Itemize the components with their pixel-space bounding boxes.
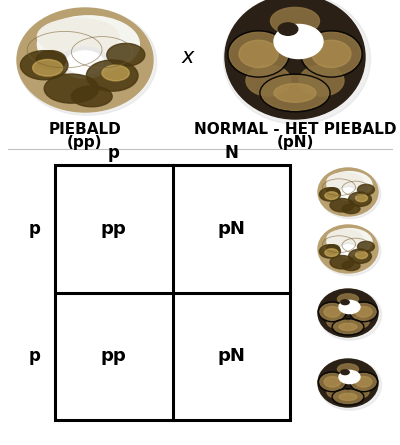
Ellipse shape (318, 225, 378, 273)
Text: pN: pN (217, 220, 245, 238)
Text: x: x (182, 47, 194, 67)
Ellipse shape (327, 316, 346, 328)
Ellipse shape (341, 300, 349, 304)
Text: PIEBALD: PIEBALD (49, 122, 121, 137)
Text: (pp): (pp) (67, 135, 103, 150)
Ellipse shape (225, 0, 365, 119)
Ellipse shape (351, 303, 376, 320)
Ellipse shape (358, 241, 374, 252)
Bar (55, 165, 290, 420)
Text: p: p (29, 347, 41, 365)
Ellipse shape (339, 370, 360, 384)
Text: pN: pN (217, 347, 245, 365)
Text: pp: pp (101, 220, 127, 238)
Ellipse shape (334, 390, 362, 404)
Ellipse shape (319, 227, 381, 275)
Ellipse shape (20, 51, 68, 80)
Text: p: p (29, 220, 41, 238)
Ellipse shape (327, 172, 372, 198)
Ellipse shape (327, 230, 363, 247)
Ellipse shape (274, 24, 323, 59)
Ellipse shape (278, 23, 298, 35)
Text: (pN): (pN) (276, 135, 314, 150)
Ellipse shape (60, 47, 110, 78)
Ellipse shape (229, 32, 288, 76)
Ellipse shape (350, 316, 369, 328)
Text: NORMAL - HET PIEBALD: NORMAL - HET PIEBALD (194, 122, 396, 137)
Ellipse shape (330, 198, 354, 212)
Ellipse shape (358, 184, 374, 195)
Ellipse shape (302, 32, 361, 76)
Ellipse shape (356, 251, 368, 259)
Ellipse shape (246, 65, 291, 96)
Ellipse shape (339, 324, 357, 331)
Ellipse shape (262, 76, 329, 110)
Ellipse shape (66, 51, 104, 74)
Ellipse shape (318, 289, 378, 337)
Ellipse shape (334, 320, 362, 334)
Ellipse shape (326, 188, 340, 196)
Ellipse shape (320, 245, 340, 258)
Text: pp: pp (101, 347, 127, 365)
Ellipse shape (72, 86, 112, 107)
Ellipse shape (324, 307, 341, 317)
Ellipse shape (270, 8, 320, 35)
Ellipse shape (340, 188, 356, 198)
Ellipse shape (355, 307, 372, 317)
Ellipse shape (36, 51, 66, 69)
Ellipse shape (330, 255, 354, 269)
Ellipse shape (339, 300, 360, 314)
Ellipse shape (318, 360, 382, 410)
Ellipse shape (350, 386, 369, 398)
Ellipse shape (320, 188, 340, 201)
Ellipse shape (326, 245, 340, 253)
Ellipse shape (325, 249, 338, 256)
Text: N: N (224, 144, 238, 162)
Ellipse shape (102, 65, 129, 81)
Ellipse shape (327, 386, 346, 398)
Ellipse shape (337, 186, 359, 200)
Ellipse shape (327, 173, 363, 190)
Ellipse shape (320, 373, 345, 390)
Ellipse shape (318, 359, 378, 407)
Text: p: p (108, 144, 120, 162)
Ellipse shape (224, 0, 370, 124)
Ellipse shape (299, 65, 344, 96)
Ellipse shape (38, 16, 140, 73)
Ellipse shape (349, 192, 371, 206)
Ellipse shape (239, 40, 278, 68)
Ellipse shape (338, 364, 358, 374)
Ellipse shape (320, 303, 345, 320)
Ellipse shape (312, 40, 351, 68)
Ellipse shape (337, 243, 359, 257)
Ellipse shape (17, 8, 153, 112)
Ellipse shape (324, 376, 341, 387)
Ellipse shape (318, 168, 378, 216)
Ellipse shape (86, 60, 138, 91)
Ellipse shape (44, 74, 99, 103)
Ellipse shape (38, 18, 119, 55)
Ellipse shape (33, 60, 62, 76)
Ellipse shape (342, 204, 360, 214)
Ellipse shape (327, 229, 372, 255)
Ellipse shape (107, 43, 145, 66)
Ellipse shape (339, 393, 357, 400)
Ellipse shape (341, 370, 349, 375)
Ellipse shape (274, 84, 316, 102)
Ellipse shape (325, 192, 338, 199)
Ellipse shape (342, 261, 360, 271)
Ellipse shape (349, 249, 371, 263)
Ellipse shape (319, 170, 381, 218)
Ellipse shape (338, 294, 358, 304)
Ellipse shape (351, 373, 376, 390)
Ellipse shape (340, 245, 356, 255)
Ellipse shape (318, 290, 382, 340)
Ellipse shape (17, 9, 157, 115)
Ellipse shape (355, 376, 372, 387)
Ellipse shape (356, 194, 368, 202)
